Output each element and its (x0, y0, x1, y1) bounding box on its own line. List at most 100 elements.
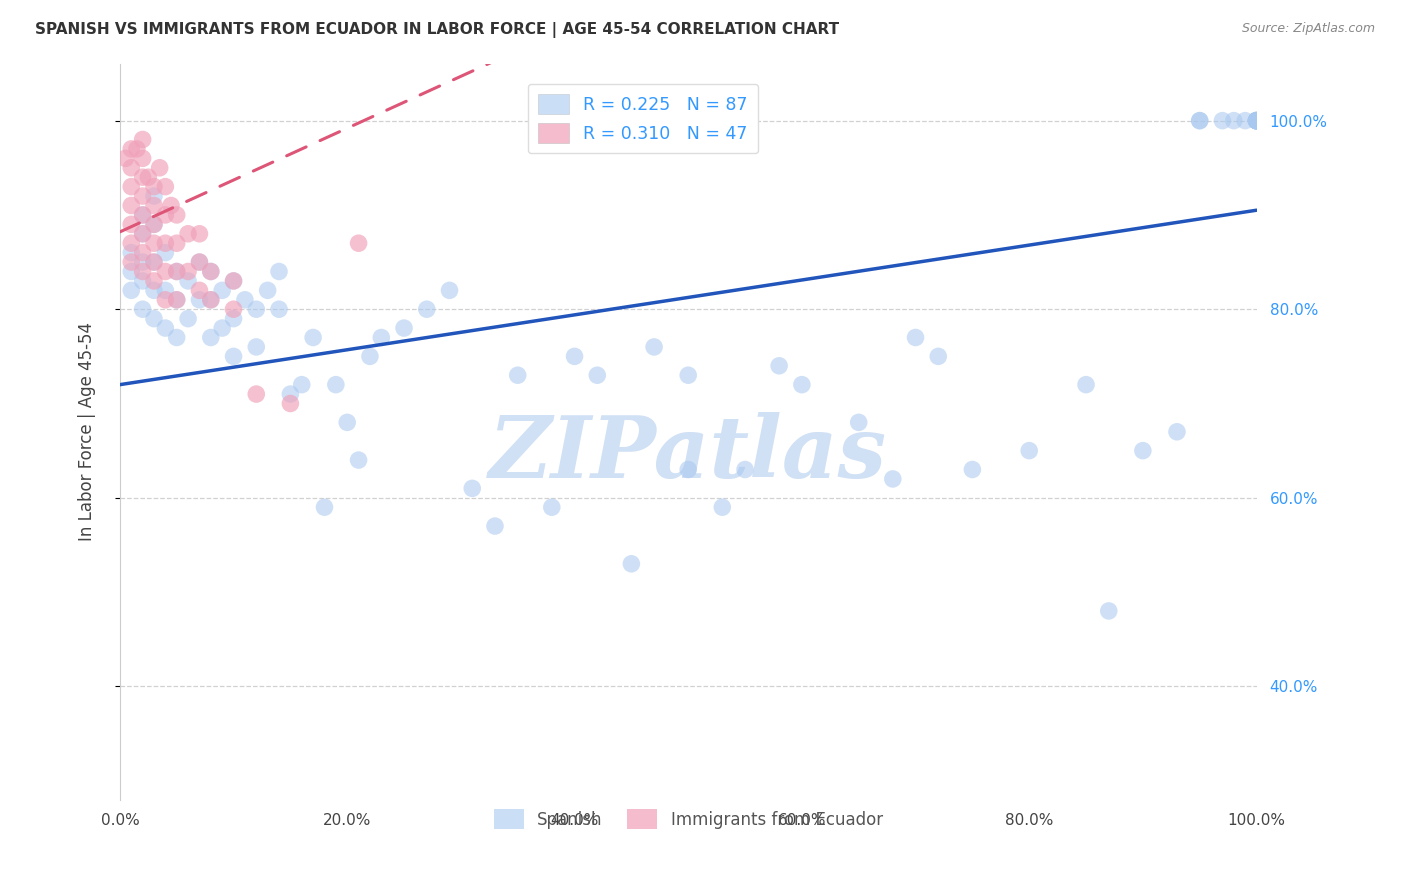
Point (1246, 113, 1268, 128)
Point (416, 302, 439, 317)
Point (131, 227, 153, 241)
Point (160, 198, 183, 212)
Point (1188, 113, 1211, 128)
Point (734, 462, 756, 476)
Point (1246, 113, 1268, 128)
Point (143, 179, 166, 194)
Point (177, 264, 200, 278)
Point (155, 321, 177, 335)
Point (1246, 113, 1268, 128)
Point (131, 227, 153, 241)
Point (120, 198, 142, 212)
Point (131, 132, 153, 146)
Point (1246, 113, 1268, 128)
Point (149, 161, 172, 175)
Point (155, 208, 177, 222)
Point (768, 359, 790, 373)
Point (336, 416, 359, 430)
Point (200, 330, 222, 344)
Point (177, 311, 200, 326)
Point (188, 255, 211, 269)
Point (188, 227, 211, 241)
Point (302, 330, 325, 344)
Point (200, 293, 222, 307)
Point (267, 302, 290, 317)
Point (155, 284, 177, 298)
Point (790, 377, 813, 392)
Point (131, 189, 153, 203)
Point (564, 350, 586, 364)
Point (370, 330, 392, 344)
Point (291, 377, 314, 392)
Point (1246, 113, 1268, 128)
Point (131, 245, 153, 260)
Point (222, 302, 245, 317)
Point (676, 368, 699, 383)
Point (848, 416, 870, 430)
Point (120, 142, 142, 156)
Point (143, 218, 166, 232)
Point (1211, 113, 1233, 128)
Point (643, 340, 665, 354)
Point (131, 302, 153, 317)
Point (120, 179, 142, 194)
Point (114, 152, 136, 166)
Point (155, 264, 177, 278)
Point (245, 302, 267, 317)
Point (131, 152, 153, 166)
Point (1246, 113, 1268, 128)
Point (1246, 113, 1268, 128)
Point (359, 350, 381, 364)
Point (245, 387, 267, 401)
Point (222, 274, 245, 288)
Point (676, 462, 699, 476)
Point (540, 500, 562, 515)
Point (392, 321, 415, 335)
Point (177, 274, 200, 288)
Point (1188, 113, 1211, 128)
Point (120, 218, 142, 232)
Point (1234, 113, 1257, 128)
Point (155, 245, 177, 260)
Point (211, 321, 233, 335)
Point (200, 264, 222, 278)
Point (256, 284, 278, 298)
Point (143, 189, 166, 203)
Point (155, 236, 177, 251)
Point (962, 462, 984, 476)
Point (166, 264, 188, 278)
Point (131, 208, 153, 222)
Text: SPANISH VS IMMIGRANTS FROM ECUADOR IN LABOR FORCE | AGE 45-54 CORRELATION CHART: SPANISH VS IMMIGRANTS FROM ECUADOR IN LA… (35, 22, 839, 38)
Point (1018, 443, 1040, 458)
Point (143, 218, 166, 232)
Point (927, 350, 949, 364)
Point (177, 227, 200, 241)
Point (120, 245, 142, 260)
Point (439, 284, 461, 298)
Point (166, 293, 188, 307)
Point (143, 311, 166, 326)
Point (143, 284, 166, 298)
Point (280, 396, 302, 410)
Point (267, 264, 290, 278)
Point (166, 264, 188, 278)
Text: ZIPatlas: ZIPatlas (489, 412, 887, 496)
Point (120, 161, 142, 175)
Point (155, 179, 177, 194)
Point (188, 255, 211, 269)
Point (131, 208, 153, 222)
Point (120, 264, 142, 278)
Point (347, 453, 370, 467)
Point (131, 274, 153, 288)
Point (143, 255, 166, 269)
Point (1246, 113, 1268, 128)
Point (461, 481, 484, 495)
Point (280, 387, 302, 401)
Point (166, 293, 188, 307)
Point (166, 208, 188, 222)
Point (314, 500, 336, 515)
Point (325, 377, 347, 392)
Point (131, 170, 153, 185)
Point (211, 284, 233, 298)
Legend: Spanish, Immigrants from Ecuador: Spanish, Immigrants from Ecuador (486, 803, 890, 835)
